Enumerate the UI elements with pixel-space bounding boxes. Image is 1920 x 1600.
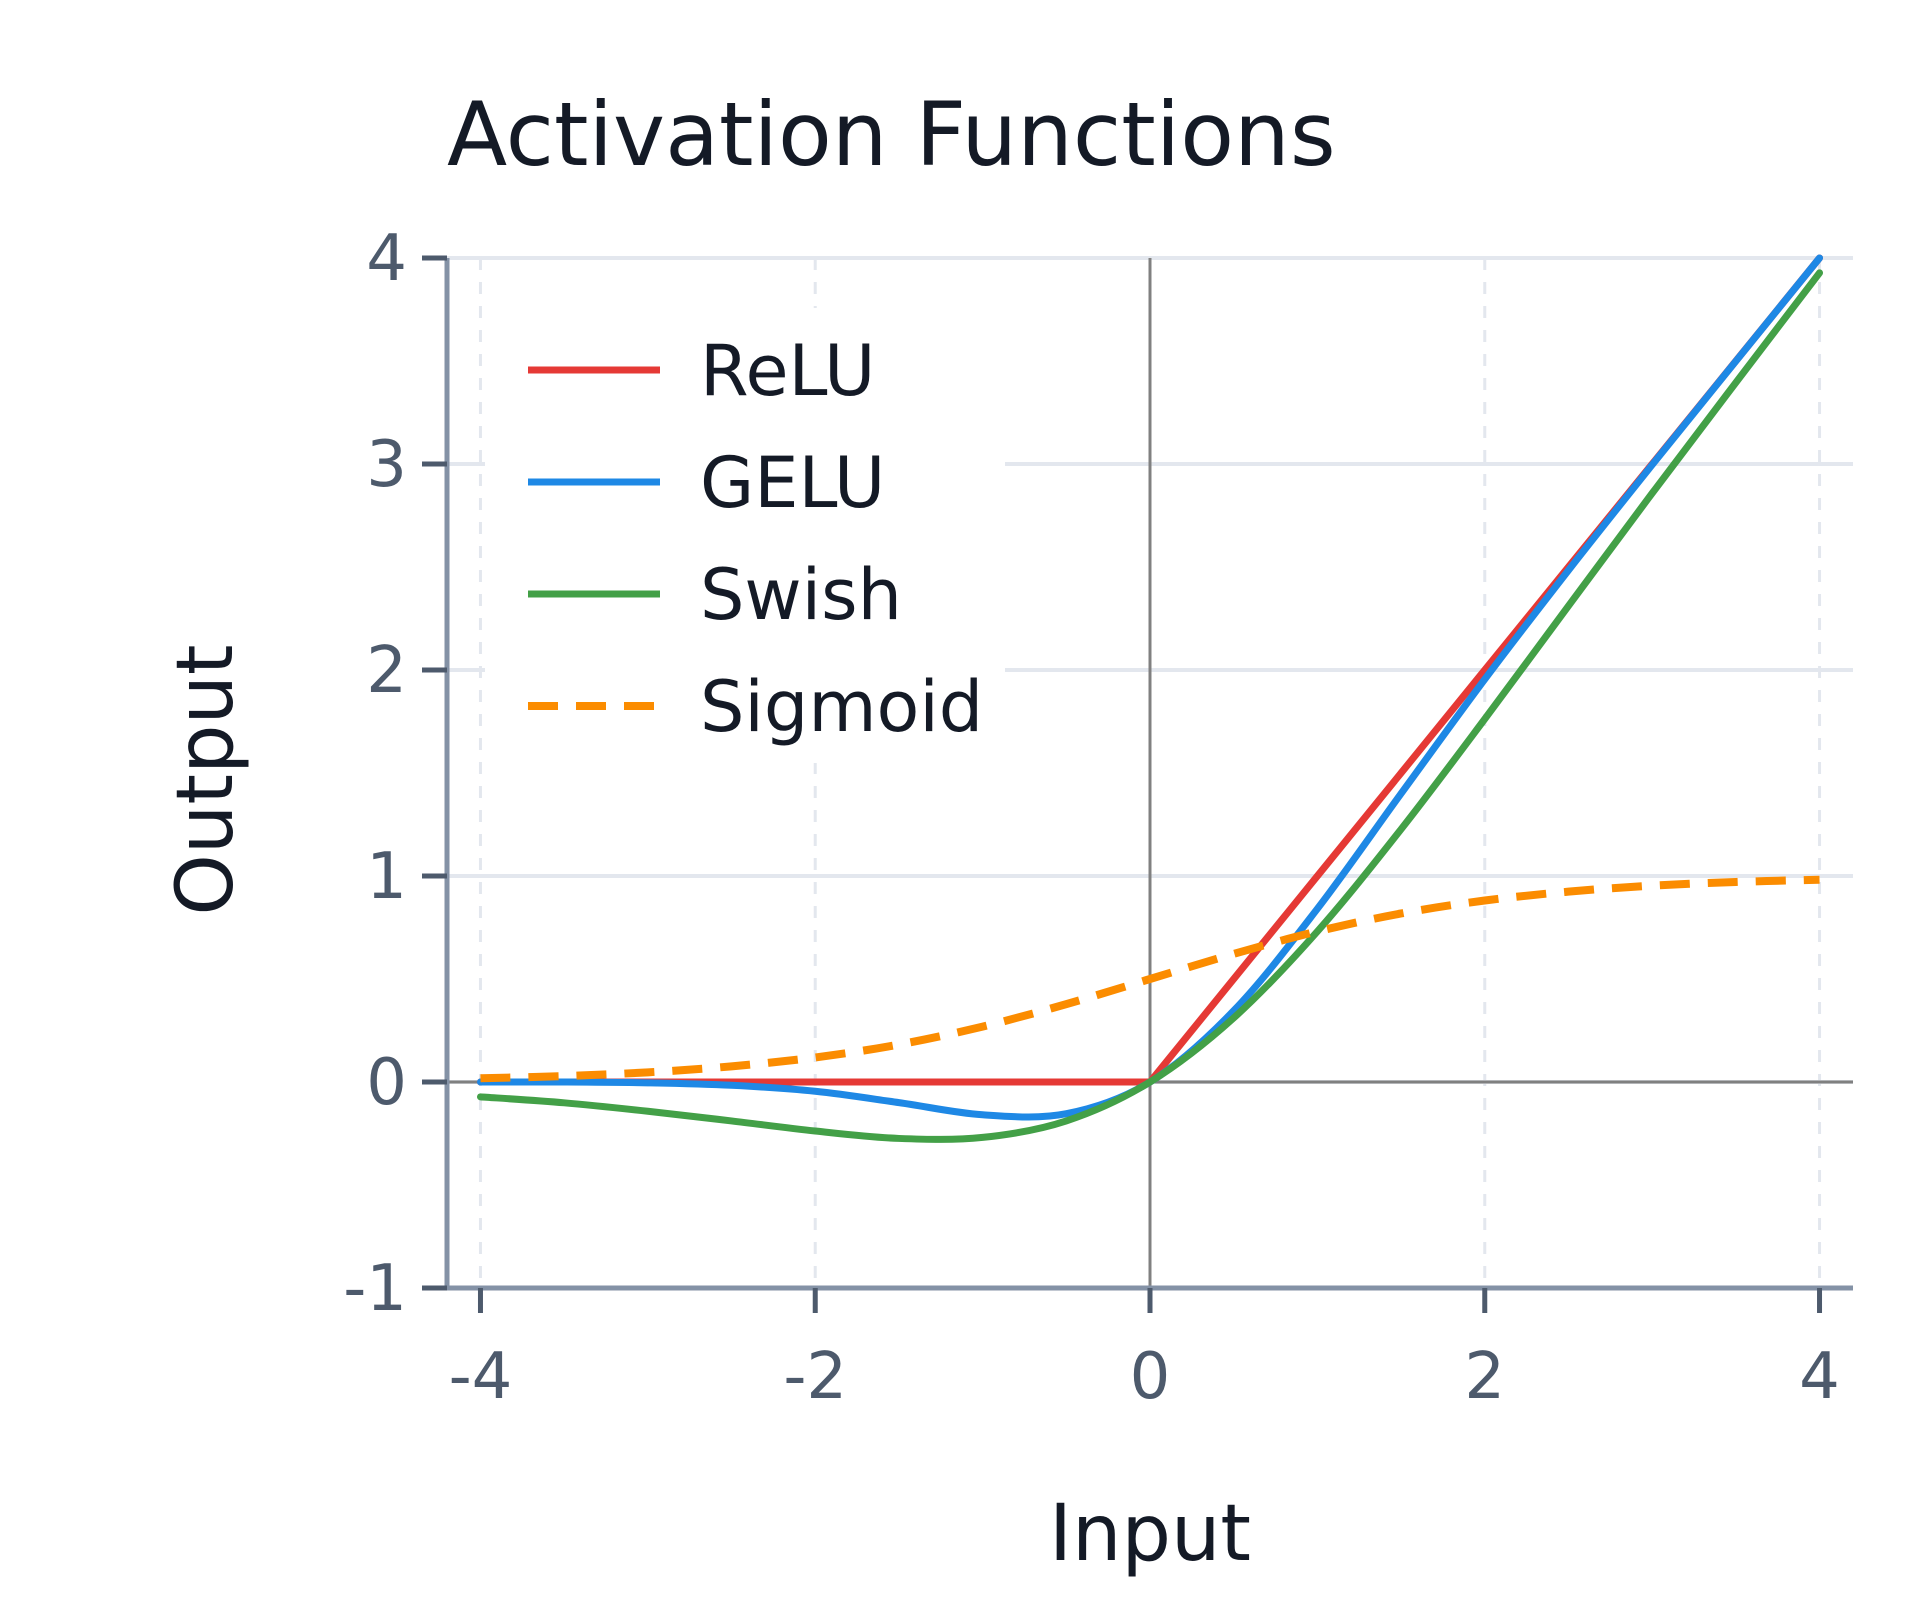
x-tick-label: 4 — [1799, 1340, 1840, 1414]
legend: ReLU GELU Swish Sigmoid — [485, 308, 1005, 763]
x-tick-label: 2 — [1464, 1340, 1505, 1414]
y-tick-label: 1 — [366, 840, 407, 914]
x-tick-label: 0 — [1130, 1340, 1171, 1414]
y-axis-label: Output — [161, 645, 251, 916]
y-tick-label: 3 — [366, 428, 407, 502]
x-axis-label: Input — [1049, 1489, 1251, 1579]
legend-label-sigmoid: Sigmoid — [700, 666, 983, 748]
axes: -1 0 1 2 3 4 -4 -2 0 2 4 — [343, 222, 1853, 1414]
y-tick-label: -1 — [343, 1252, 407, 1326]
plot-area — [476, 254, 1824, 1143]
series-line-swish — [476, 269, 1824, 1143]
y-tick-label: 0 — [366, 1046, 407, 1120]
chart-title: Activation Functions — [447, 83, 1336, 186]
legend-label-relu: ReLU — [700, 330, 875, 412]
legend-label-gelu: GELU — [700, 442, 885, 524]
legend-label-swish: Swish — [700, 554, 902, 636]
y-tick-label: 4 — [366, 222, 407, 296]
x-tick-label: -2 — [783, 1340, 847, 1414]
x-tick-label: -4 — [449, 1340, 513, 1414]
y-tick-label: 2 — [366, 634, 407, 708]
series-line-sigmoid — [480, 875, 1820, 1083]
legend-box — [485, 308, 1005, 763]
